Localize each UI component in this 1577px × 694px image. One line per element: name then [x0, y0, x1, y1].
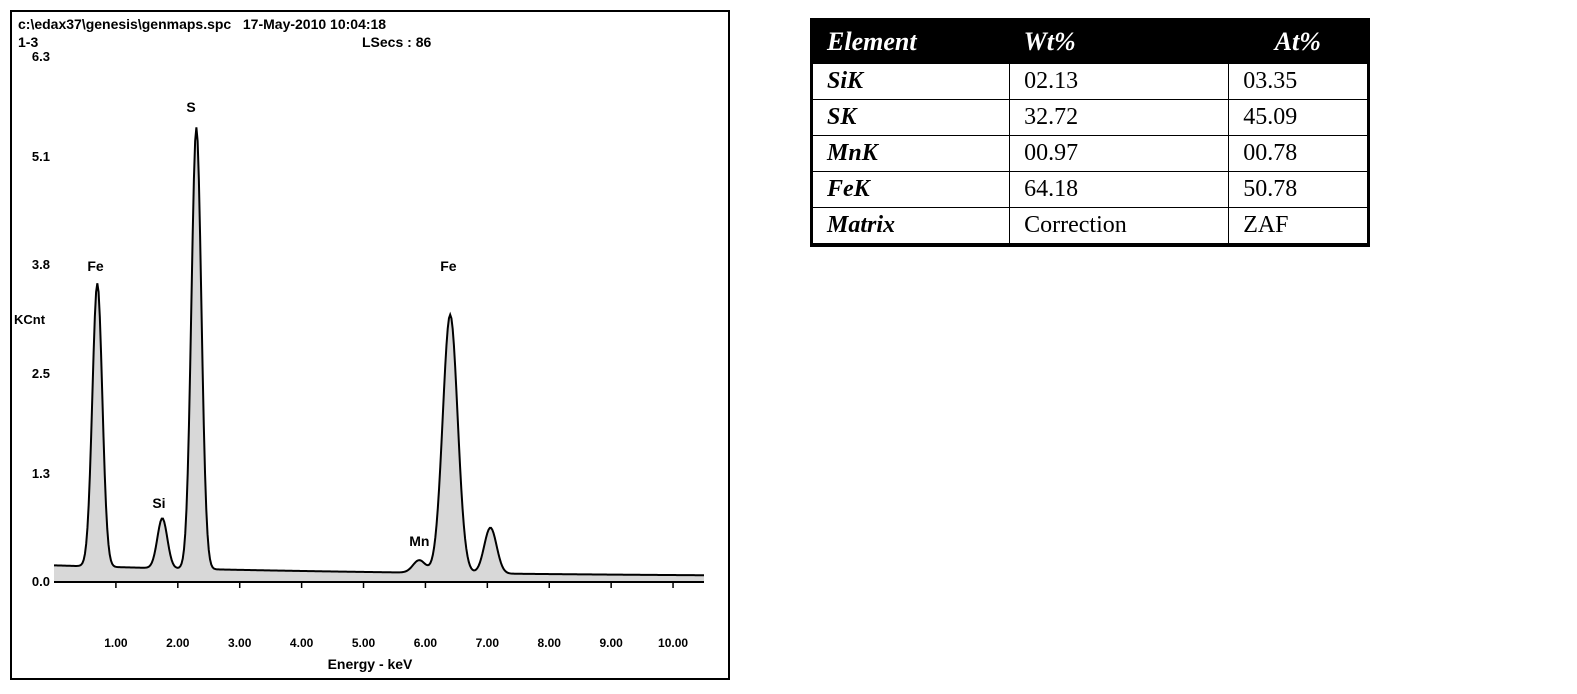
x-tick-label: 3.00: [228, 636, 251, 650]
spectrum-file-header: c:\edax37\genesis\genmaps.spc 17-May-201…: [18, 16, 386, 32]
file-date: 17-May-2010 10:04:18: [243, 16, 386, 32]
table-cell-el: SiK: [812, 64, 1010, 100]
table-row: SK32.7245.09: [812, 100, 1369, 136]
table-cell-at: 03.35: [1229, 64, 1369, 100]
x-axis-title: Energy - keV: [328, 656, 413, 672]
table-row: SiK02.1303.35: [812, 64, 1369, 100]
table-panel: Element Wt% At% SiK02.1303.35SK32.7245.0…: [810, 18, 1370, 684]
spectrum-lsecs: LSecs : 86: [362, 34, 431, 50]
table-cell-wt: 32.72: [1010, 100, 1229, 136]
x-tick-label: 4.00: [290, 636, 313, 650]
peak-label-fe: Fe: [440, 258, 456, 274]
table-cell-at: 50.78: [1229, 172, 1369, 208]
table-cell-wt: Correction: [1010, 208, 1229, 246]
table-cell-at: ZAF: [1229, 208, 1369, 246]
spectrum-chart: [54, 57, 714, 617]
y-tick-label: 3.8: [14, 257, 50, 272]
peak-label-mn: Mn: [409, 533, 429, 549]
y-axis-unit: KCnt: [14, 312, 45, 327]
table-cell-wt: 64.18: [1010, 172, 1229, 208]
file-path: c:\edax37\genesis\genmaps.spc: [18, 16, 231, 32]
x-tick-label: 7.00: [476, 636, 499, 650]
table-cell-wt: 02.13: [1010, 64, 1229, 100]
x-tick-label: 9.00: [599, 636, 622, 650]
x-tick-label: 8.00: [538, 636, 561, 650]
peak-label-s: S: [186, 99, 195, 115]
x-tick-label: 10.00: [658, 636, 688, 650]
y-tick-label: 5.1: [14, 149, 50, 164]
table-cell-at: 00.78: [1229, 136, 1369, 172]
table-row: MnK00.9700.78: [812, 136, 1369, 172]
x-tick-label: 2.00: [166, 636, 189, 650]
table-cell-at: 45.09: [1229, 100, 1369, 136]
table-row: FeK64.1850.78: [812, 172, 1369, 208]
table-header-row: Element Wt% At%: [812, 20, 1369, 64]
table-cell-wt: 00.97: [1010, 136, 1229, 172]
x-tick-label: 5.00: [352, 636, 375, 650]
peak-label-si: Si: [152, 495, 165, 511]
y-tick-label: 1.3: [14, 466, 50, 481]
col-element: Element: [812, 20, 1010, 64]
x-tick-label: 6.00: [414, 636, 437, 650]
table-row: MatrixCorrectionZAF: [812, 208, 1369, 246]
table-cell-el: SK: [812, 100, 1010, 136]
spectrum-subheader: 1-3: [18, 34, 38, 50]
elements-table: Element Wt% At% SiK02.1303.35SK32.7245.0…: [810, 18, 1370, 247]
col-wt: Wt%: [1010, 20, 1229, 64]
chart-area: [54, 57, 714, 617]
y-tick-label: 2.5: [14, 366, 50, 381]
table-body: SiK02.1303.35SK32.7245.09MnK00.9700.78Fe…: [812, 64, 1369, 246]
table-cell-el: Matrix: [812, 208, 1010, 246]
x-tick-label: 1.00: [104, 636, 127, 650]
col-at: At%: [1229, 20, 1369, 64]
table-cell-el: FeK: [812, 172, 1010, 208]
y-tick-label: 6.3: [14, 49, 50, 64]
peak-label-fe: Fe: [87, 258, 103, 274]
table-cell-el: MnK: [812, 136, 1010, 172]
spectrum-panel: c:\edax37\genesis\genmaps.spc 17-May-201…: [10, 10, 730, 680]
y-tick-label: 0.0: [14, 574, 50, 589]
